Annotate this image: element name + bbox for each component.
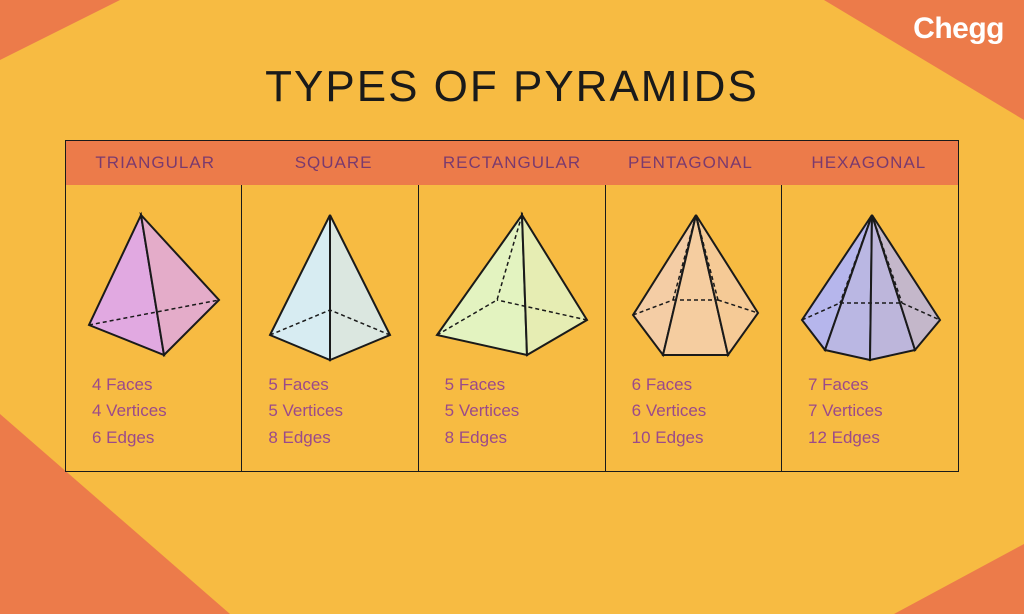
header-triangular: TRIANGULAR bbox=[66, 141, 244, 185]
hexagonal-faces: 7 Faces bbox=[808, 372, 950, 398]
rectangular-props: 5 Faces 5 Vertices 8 Edges bbox=[427, 372, 597, 451]
header-rectangular: RECTANGULAR bbox=[423, 141, 601, 185]
header-hexagonal: HEXAGONAL bbox=[780, 141, 958, 185]
pentagonal-faces: 6 Faces bbox=[632, 372, 773, 398]
rectangular-vertices: 5 Vertices bbox=[445, 398, 597, 424]
cell-triangular: 4 Faces 4 Vertices 6 Edges bbox=[66, 185, 242, 471]
table-header-row: TRIANGULAR SQUARE RECTANGULAR PENTAGONAL… bbox=[66, 141, 958, 185]
triangular-pyramid-icon bbox=[74, 197, 233, 372]
table-body-row: 4 Faces 4 Vertices 6 Edges 5 Faces 5 Ver… bbox=[66, 185, 958, 471]
square-props: 5 Faces 5 Vertices 8 Edges bbox=[250, 372, 409, 451]
triangular-faces: 4 Faces bbox=[92, 372, 233, 398]
rectangular-faces: 5 Faces bbox=[445, 372, 597, 398]
pentagonal-vertices: 6 Vertices bbox=[632, 398, 773, 424]
triangular-edges: 6 Edges bbox=[92, 425, 233, 451]
hexagonal-vertices: 7 Vertices bbox=[808, 398, 950, 424]
corner-triangle-bottom-right bbox=[894, 544, 1024, 614]
brand-logo: Chegg bbox=[913, 12, 1004, 46]
header-square: SQUARE bbox=[244, 141, 422, 185]
header-pentagonal: PENTAGONAL bbox=[601, 141, 779, 185]
pentagonal-props: 6 Faces 6 Vertices 10 Edges bbox=[614, 372, 773, 451]
hexagonal-props: 7 Faces 7 Vertices 12 Edges bbox=[790, 372, 950, 451]
triangular-vertices: 4 Vertices bbox=[92, 398, 233, 424]
cell-hexagonal: 7 Faces 7 Vertices 12 Edges bbox=[782, 185, 958, 471]
triangular-props: 4 Faces 4 Vertices 6 Edges bbox=[74, 372, 233, 451]
cell-square: 5 Faces 5 Vertices 8 Edges bbox=[242, 185, 418, 471]
square-edges: 8 Edges bbox=[268, 425, 409, 451]
cell-pentagonal: 6 Faces 6 Vertices 10 Edges bbox=[606, 185, 782, 471]
hexagonal-edges: 12 Edges bbox=[808, 425, 950, 451]
pentagonal-edges: 10 Edges bbox=[632, 425, 773, 451]
rectangular-edges: 8 Edges bbox=[445, 425, 597, 451]
cell-rectangular: 5 Faces 5 Vertices 8 Edges bbox=[419, 185, 606, 471]
pyramids-table: TRIANGULAR SQUARE RECTANGULAR PENTAGONAL… bbox=[65, 140, 959, 472]
page-title: TYPES OF PYRAMIDS bbox=[0, 62, 1024, 112]
pentagonal-pyramid-icon bbox=[614, 197, 773, 372]
corner-triangle-top-left bbox=[0, 0, 120, 60]
square-vertices: 5 Vertices bbox=[268, 398, 409, 424]
square-faces: 5 Faces bbox=[268, 372, 409, 398]
rectangular-pyramid-icon bbox=[427, 197, 597, 372]
square-pyramid-icon bbox=[250, 197, 409, 372]
hexagonal-pyramid-icon bbox=[790, 197, 950, 372]
